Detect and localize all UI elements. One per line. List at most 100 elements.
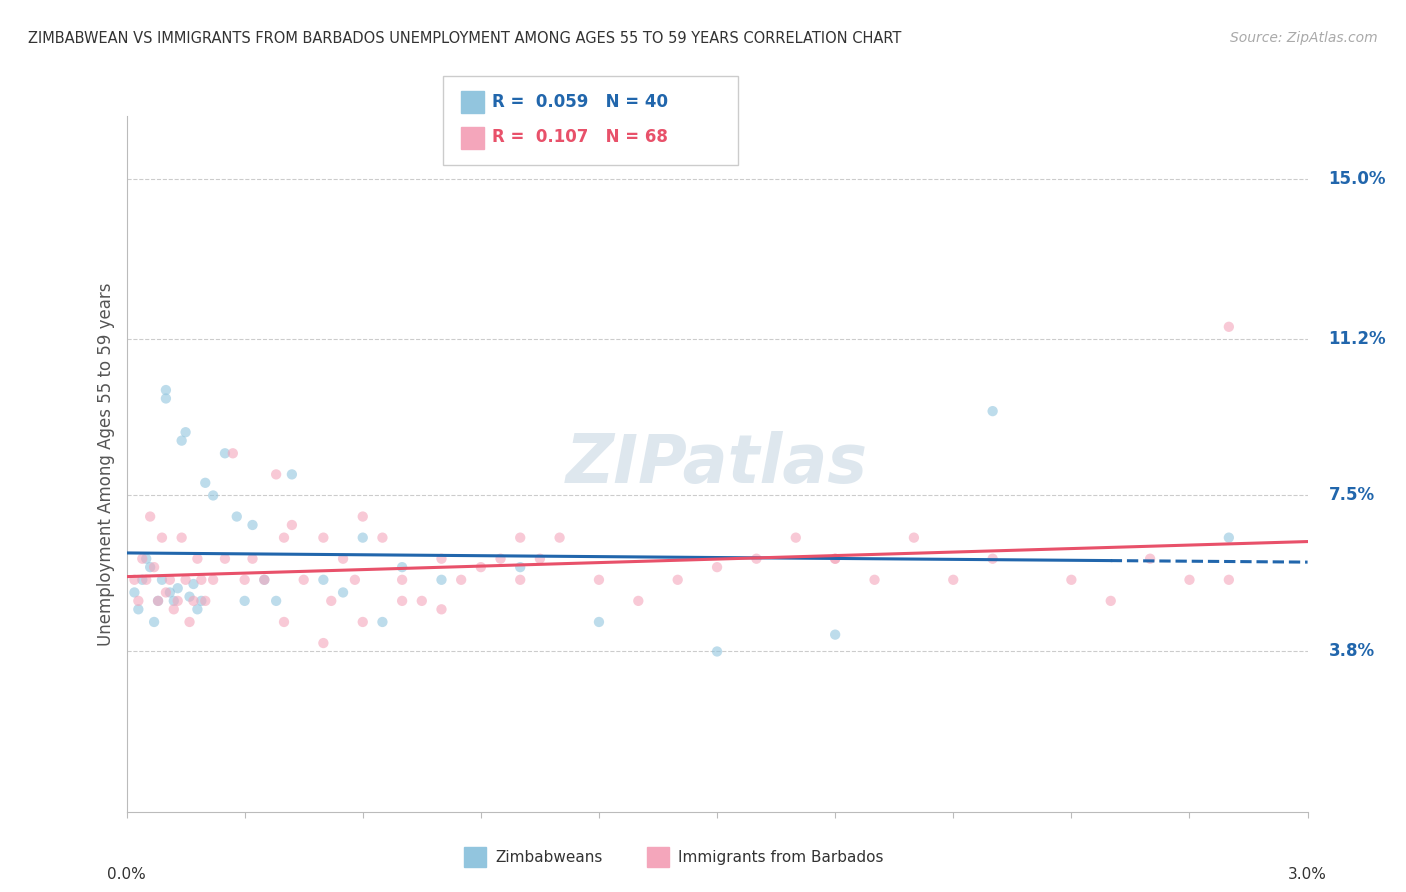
Point [253,573,276,587]
Point [863,573,886,587]
Point [312,531,335,545]
Point [785,531,807,545]
Point [233,594,256,608]
Point [264,467,287,482]
Point [430,551,453,566]
Point [150,531,173,545]
Text: 3.0%: 3.0% [1288,867,1327,882]
Point [352,531,374,545]
Point [430,602,453,616]
Point [548,531,571,545]
Point [146,594,169,608]
Point [242,551,264,566]
Point [170,531,193,545]
Point [292,573,315,587]
Point [981,404,1004,418]
Point [627,594,650,608]
Point [186,551,208,566]
Text: Immigrants from Barbados: Immigrants from Barbados [678,850,883,864]
Point [391,573,413,587]
Point [139,509,162,524]
Point [127,594,149,608]
Point [124,585,146,599]
Text: ZIMBABWEAN VS IMMIGRANTS FROM BARBADOS UNEMPLOYMENT AMONG AGES 55 TO 59 YEARS CO: ZIMBABWEAN VS IMMIGRANTS FROM BARBADOS U… [28,31,901,46]
Text: 3.8%: 3.8% [1329,642,1375,660]
Point [264,594,287,608]
Point [143,615,166,629]
Point [174,573,197,587]
Point [194,475,217,490]
Point [509,560,531,574]
Point [706,644,728,658]
Point [166,594,188,608]
Point [1218,319,1240,334]
Point [529,551,551,566]
Point [706,560,728,574]
Point [391,560,413,574]
Point [166,581,188,595]
Point [150,573,173,587]
Point [159,573,181,587]
Text: 0.0%: 0.0% [107,867,146,882]
Point [273,531,295,545]
Text: 11.2%: 11.2% [1329,330,1386,349]
Point [343,573,366,587]
Point [824,551,846,566]
Point [183,594,205,608]
Point [242,518,264,533]
Point [1218,531,1240,545]
Point [1218,573,1240,587]
Point [430,573,453,587]
Point [222,446,245,460]
Point [139,560,162,574]
Point [824,551,846,566]
Point [470,560,492,574]
Point [233,573,256,587]
Point [321,594,343,608]
Point [1099,594,1122,608]
Point [190,573,212,587]
Point [183,577,205,591]
Point [131,551,153,566]
Point [163,602,186,616]
Point [202,488,225,502]
Point [135,551,157,566]
Point [509,573,531,587]
Point [143,560,166,574]
Text: 7.5%: 7.5% [1329,486,1375,505]
Text: 15.0%: 15.0% [1329,170,1386,188]
Text: ZIPatlas: ZIPatlas [567,431,868,497]
Point [371,531,394,545]
Point [202,573,225,587]
Point [127,602,149,616]
Point [179,590,201,604]
Point [225,509,247,524]
Point [1139,551,1161,566]
Point [352,615,374,629]
Point [214,551,236,566]
Point [281,518,304,533]
Point [903,531,925,545]
Point [824,627,846,641]
Point [332,585,354,599]
Y-axis label: Unemployment Among Ages 55 to 59 years: Unemployment Among Ages 55 to 59 years [97,282,115,646]
Text: Zimbabweans: Zimbabweans [495,850,602,864]
Point [588,573,610,587]
Point [352,509,374,524]
Point [214,446,236,460]
Point [1178,573,1201,587]
Point [124,573,146,587]
Point [253,573,276,587]
Point [489,551,512,566]
Point [163,594,186,608]
Point [666,573,689,587]
Text: Source: ZipAtlas.com: Source: ZipAtlas.com [1230,31,1378,45]
Point [509,531,531,545]
Point [371,615,394,629]
Point [170,434,193,448]
Point [155,383,177,397]
Point [281,467,304,482]
Point [942,573,965,587]
Point [312,573,335,587]
Point [190,594,212,608]
